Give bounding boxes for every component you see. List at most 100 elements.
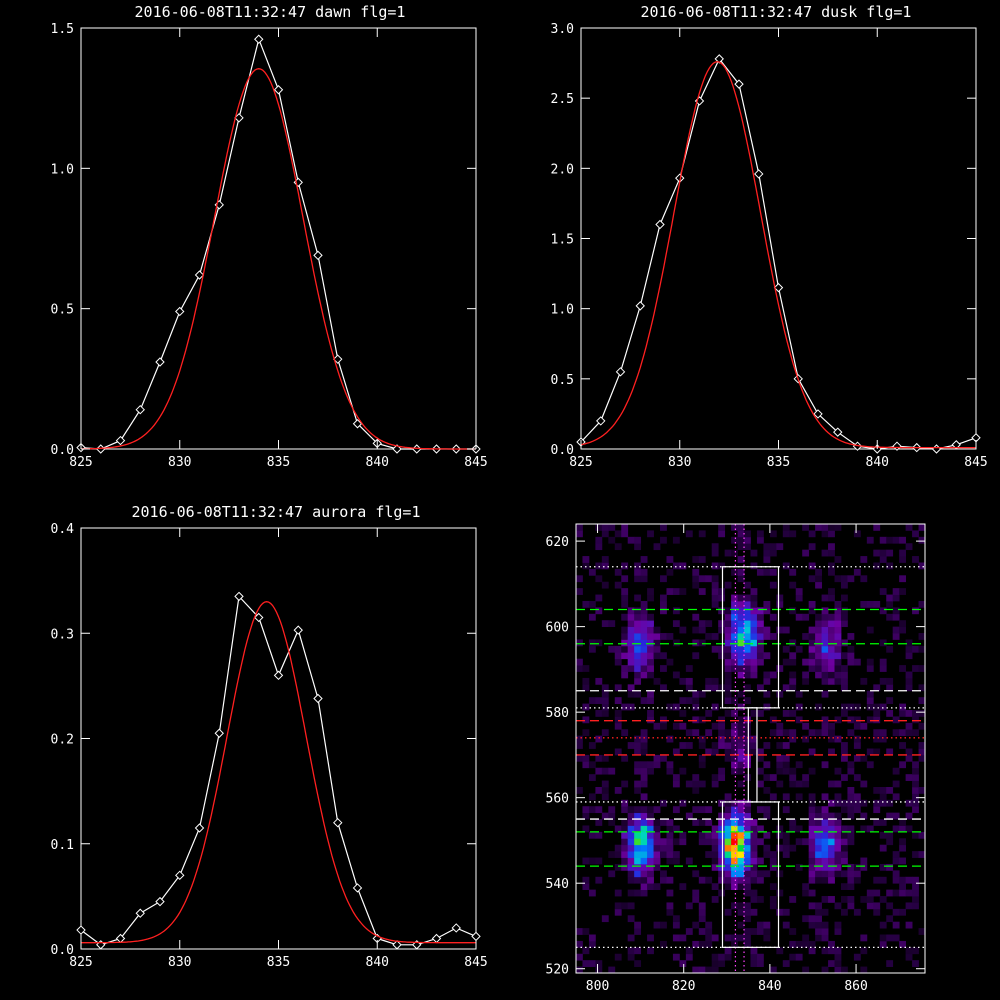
- spectrogram-cell: [789, 735, 797, 743]
- spectrogram-cell: [834, 844, 842, 852]
- spectrogram-cell: [737, 748, 745, 756]
- spectrogram-cell: [834, 793, 842, 801]
- spectrogram-cell: [763, 928, 771, 935]
- spectrogram-cell: [899, 556, 907, 563]
- spectrogram-cell: [776, 626, 784, 634]
- spectrogram-cell: [634, 960, 642, 967]
- spectrogram-cell: [808, 793, 816, 801]
- spectrogram-cell: [718, 562, 726, 570]
- spectrogram-cell: [711, 857, 719, 865]
- spectrogram-cell: [873, 524, 881, 531]
- spectrogram-cell: [815, 825, 822, 833]
- spectrogram-cell: [886, 902, 894, 910]
- spectrogram-cell: [834, 600, 842, 608]
- spectrogram-cell: [847, 658, 855, 666]
- spectrogram-cell: [886, 863, 894, 871]
- spectrogram-cell: [660, 716, 667, 724]
- dawn-xtick-label: 830: [168, 455, 191, 470]
- spectrogram-cell: [808, 940, 816, 948]
- spectrogram-cell: [860, 934, 868, 942]
- spectrogram-cell: [718, 825, 726, 833]
- spectrogram-cell: [769, 568, 777, 576]
- spectrogram-cell: [750, 819, 758, 826]
- spectrogram-cell: [588, 889, 596, 897]
- spectrogram-cell: [724, 851, 732, 858]
- spectrogram-cell: [647, 645, 654, 653]
- spectrogram-cell: [718, 742, 726, 749]
- spectrogram-cell: [866, 665, 874, 672]
- spectrogram-cell: [821, 947, 829, 955]
- spectrogram-cell: [672, 722, 680, 730]
- spectrogram-cell: [763, 934, 771, 942]
- spectrogram-cell: [847, 863, 855, 871]
- dusk-data-point: [615, 367, 626, 377]
- spectrogram-cell: [821, 607, 829, 615]
- spectrogram-cell: [873, 902, 881, 910]
- spectrogram-cell: [601, 767, 609, 775]
- spectrogram-cell: [892, 921, 900, 929]
- spectrogram-cell: [582, 928, 590, 935]
- spectrogram-cell: [724, 677, 732, 685]
- spectrogram-cell: [711, 851, 719, 858]
- spectrogram-cell: [582, 761, 590, 769]
- spectrogram-cell: [847, 703, 855, 711]
- spectrogram-cell: [866, 600, 874, 608]
- dawn-data-point: [254, 34, 264, 44]
- dusk-xtick-label: 835: [767, 455, 790, 470]
- spectrogram-cell: [802, 671, 810, 679]
- spectrogram-cell: [834, 626, 842, 634]
- spectrogram-cell: [621, 857, 629, 865]
- spectrogram-cell: [582, 825, 590, 833]
- spectrogram-cell: [627, 684, 635, 692]
- spectrogram-cell: [756, 633, 764, 640]
- spectrogram-cell: [769, 613, 777, 621]
- spectrogram-cell: [905, 812, 913, 820]
- spectrogram-cell: [744, 908, 751, 916]
- spectrogram-cell: [750, 710, 758, 717]
- spectrogram-cell: [873, 729, 881, 737]
- spectrogram-cell: [634, 947, 642, 955]
- dusk-data-point: [596, 416, 606, 426]
- spectrogram-cell: [737, 613, 745, 621]
- spectrogram-cell: [660, 607, 667, 615]
- spectrogram-cell: [744, 671, 751, 679]
- spectrogram-cell: [614, 697, 622, 704]
- spectrogram-cell: [731, 870, 738, 878]
- dusk-ytick-label: 2.0: [551, 162, 574, 177]
- spectrogram-cell: [627, 934, 635, 942]
- spectrogram-cell: [886, 748, 894, 756]
- spectrogram-cell: [840, 825, 848, 833]
- spectrogram-cell: [698, 735, 706, 743]
- spectrogram-cell: [679, 767, 687, 775]
- spectrogram-cell: [653, 857, 661, 865]
- spectrogram-cell: [912, 530, 919, 538]
- spectrogram-cell: [840, 799, 848, 807]
- spectrogram-cell: [576, 928, 583, 935]
- spectrogram-cell: [679, 710, 687, 717]
- dusk-data-point: [734, 79, 744, 89]
- spectrogram-cell: [711, 588, 719, 595]
- spectrogram-cell: [840, 857, 848, 865]
- dusk-ytick-label: 3.0: [551, 22, 574, 37]
- dusk-ytick-label: 0.5: [551, 373, 574, 388]
- spectrogram-cell: [750, 908, 758, 916]
- spectrogram-cell: [634, 819, 642, 826]
- spectrogram-cell: [724, 934, 732, 942]
- spectrogram-cell: [724, 665, 732, 672]
- spectrogram-cell: [802, 883, 810, 891]
- spectrogram-cell: [744, 626, 751, 634]
- spectrogram-cell: [847, 896, 855, 903]
- spectrogram-cell: [711, 966, 719, 973]
- spectrogram-cell: [731, 607, 738, 615]
- spectrogram-cell: [705, 921, 713, 929]
- spectrogram-cell: [595, 767, 603, 775]
- spectrogram-cell: [614, 722, 622, 730]
- spectrogram-cell: [782, 921, 790, 929]
- spectrogram-cell: [647, 883, 654, 891]
- spectrogram-cell: [840, 677, 848, 685]
- spectrogram-cell: [724, 729, 732, 737]
- spectrogram-cell: [724, 838, 732, 846]
- spectrogram-cell: [828, 780, 835, 788]
- spectrogram-cell: [808, 876, 816, 884]
- spectrogram-cell: [821, 806, 829, 814]
